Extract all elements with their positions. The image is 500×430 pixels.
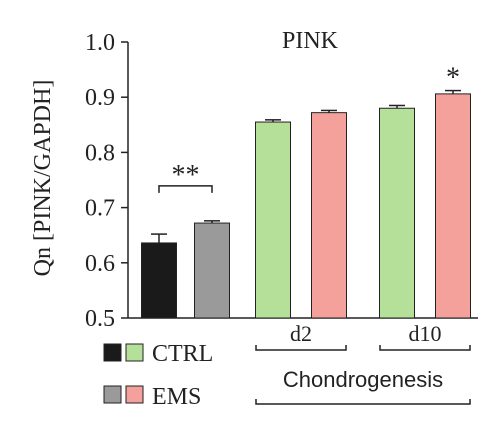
y-tick-label: 0.6 <box>85 251 115 277</box>
legend-swatch-ems-chondro <box>125 385 144 404</box>
y-tick-label: 0.5 <box>85 306 115 332</box>
bar-ems-undifferentiated <box>194 222 230 319</box>
legend-swatch-ems-undiff <box>103 385 122 404</box>
bar-ctrl-undifferentiated <box>141 242 177 319</box>
y-tick-label: 0.9 <box>85 85 115 111</box>
significance-label: * <box>446 63 460 94</box>
bar-ems-d2 <box>311 112 347 319</box>
legend-swatch-ctrl-undiff <box>103 343 122 362</box>
significance-group: *** <box>158 63 460 193</box>
y-tick-label: 0.8 <box>85 140 115 166</box>
significance-bracket <box>158 185 213 193</box>
legend-label-ems: EMS <box>152 384 201 410</box>
y-axis: 0.5 0.6 0.7 0.8 0.9 1.0 <box>85 30 478 332</box>
chart-title: PINK <box>282 28 339 54</box>
chondrogenesis-bracket <box>255 399 471 405</box>
legend-swatch-ctrl-chondro <box>125 343 144 362</box>
y-tick-label: 1.0 <box>85 30 115 56</box>
bar-ctrl-d10 <box>379 107 415 319</box>
d2-bracket <box>255 345 347 351</box>
legend-label-ctrl: CTRL <box>152 341 213 367</box>
legend: CTRL EMS <box>103 341 213 410</box>
bars-group <box>141 89 471 319</box>
d2-label: d2 <box>290 321 312 346</box>
y-tick-label: 0.7 <box>85 196 115 222</box>
y-axis-label: Qn [PINK/GAPDH] <box>30 80 56 277</box>
bar-ems-d10 <box>435 93 471 319</box>
chondrogenesis-label: Chondrogenesis <box>283 367 443 392</box>
bar-ctrl-d2 <box>255 121 291 319</box>
significance-label: ** <box>172 160 200 191</box>
d10-bracket <box>379 345 471 351</box>
d10-label: d10 <box>409 321 442 346</box>
